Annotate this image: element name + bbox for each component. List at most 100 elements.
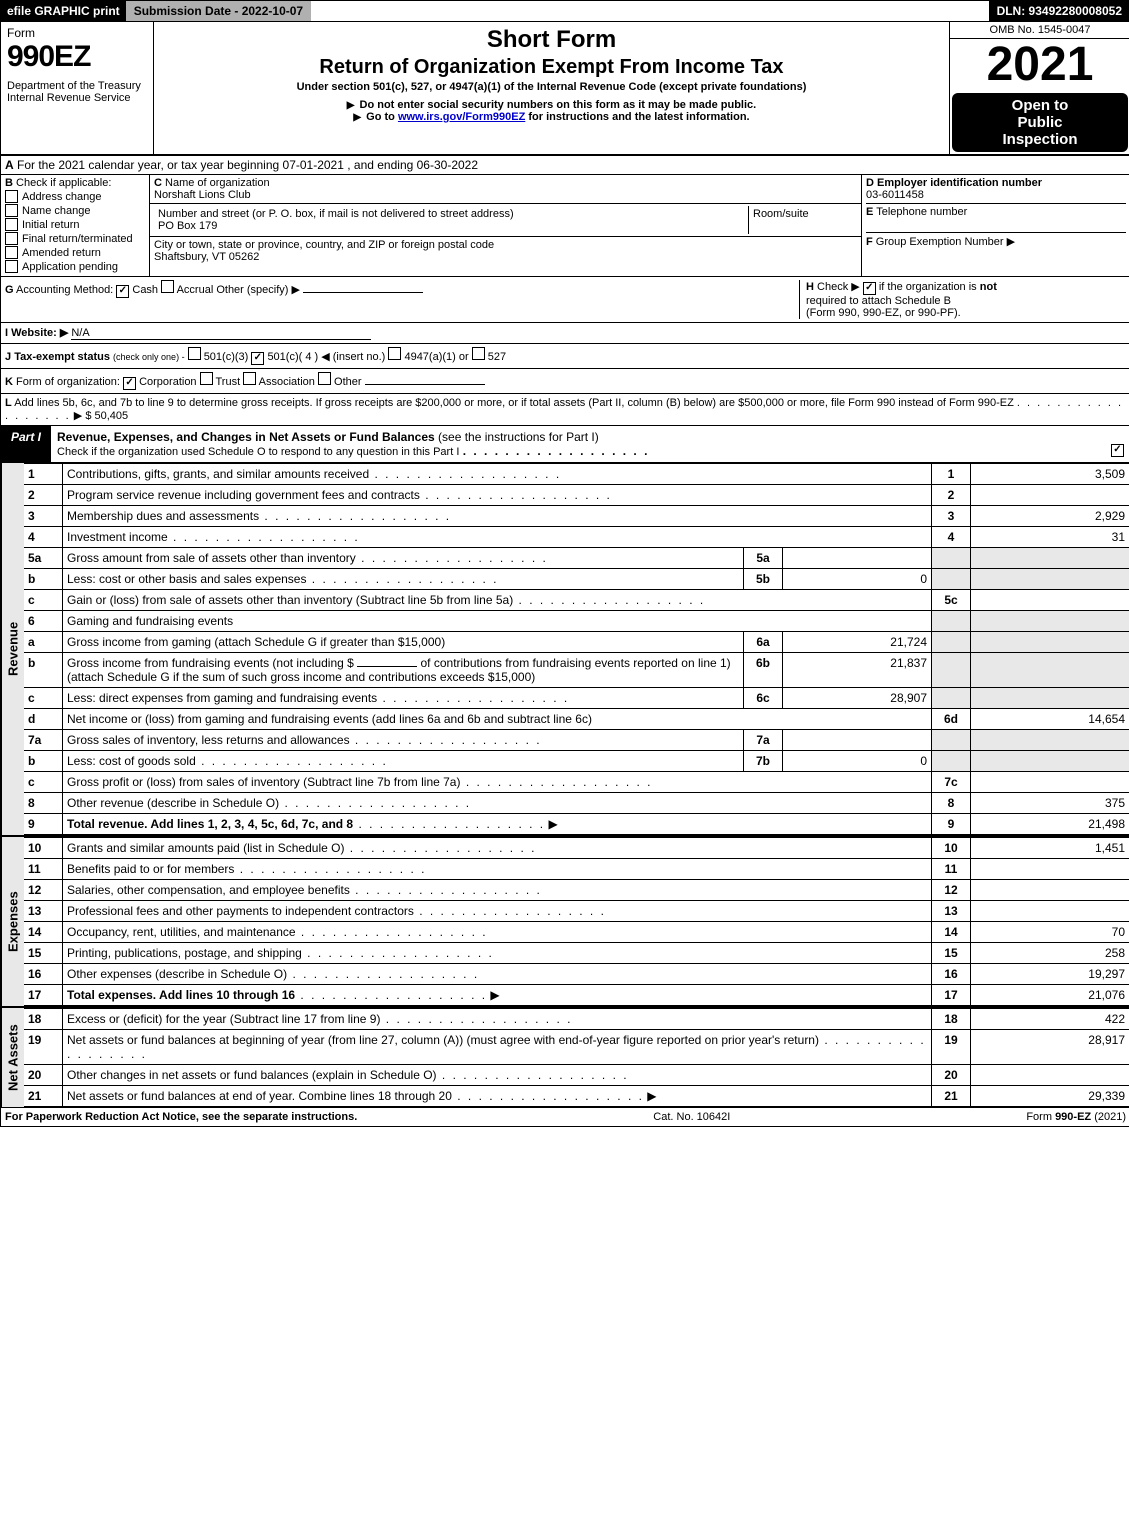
cb-trust[interactable] xyxy=(200,372,213,385)
line-rn: 3 xyxy=(932,506,971,527)
dept-treasury: Department of the Treasury xyxy=(7,80,147,92)
cb-application-pending[interactable] xyxy=(5,260,18,273)
section-a-tax-year: A For the 2021 calendar year, or tax yea… xyxy=(1,156,1129,175)
open-line1: Open to xyxy=(956,97,1124,114)
line-desc: Net income or (loss) from gaming and fun… xyxy=(67,712,592,726)
street-label: Number and street (or P. O. box, if mail… xyxy=(158,208,514,220)
line-11: 11Benefits paid to or for members11 xyxy=(24,859,1129,880)
letter-a: A xyxy=(5,158,14,172)
irs-label: Internal Revenue Service xyxy=(7,92,147,104)
line-21: 21Net assets or fund balances at end of … xyxy=(24,1086,1129,1107)
mid-val xyxy=(783,548,932,569)
dots xyxy=(350,733,542,747)
contrib-amount-input[interactable] xyxy=(357,666,417,667)
cb-schedule-o[interactable] xyxy=(1111,444,1124,457)
city-label: City or town, state or province, country… xyxy=(154,239,494,251)
h-not: not xyxy=(980,281,997,293)
title-short-form: Short Form xyxy=(160,26,943,54)
letter-d: D xyxy=(866,177,874,189)
dots xyxy=(437,1068,629,1082)
line-8: 8 Other revenue (describe in Schedule O)… xyxy=(24,793,1129,814)
cb-schedule-b[interactable] xyxy=(863,282,876,295)
line-desc: Occupancy, rent, utilities, and maintena… xyxy=(67,925,296,939)
cb-amended-return[interactable] xyxy=(5,246,18,259)
line-num: 2 xyxy=(24,485,63,506)
dots xyxy=(279,796,471,810)
cb-4947[interactable] xyxy=(388,347,401,360)
ein-value: 03-6011458 xyxy=(866,189,924,201)
line-num: b xyxy=(24,569,63,590)
gray-cell xyxy=(971,688,1129,709)
dots xyxy=(234,862,426,876)
cb-accrual[interactable] xyxy=(161,280,174,293)
line-6c: c Less: direct expenses from gaming and … xyxy=(24,688,1129,709)
line-val: 3,509 xyxy=(971,464,1129,485)
dots xyxy=(295,988,487,1002)
check-only-one: (check only one) - xyxy=(113,352,185,362)
website-label: Website: ▶ xyxy=(11,327,68,339)
dots xyxy=(296,925,488,939)
other-specify-input[interactable] xyxy=(303,292,423,293)
cb-501c[interactable] xyxy=(251,352,264,365)
form-header: Form 990EZ Department of the Treasury In… xyxy=(1,22,1129,156)
line-rn: 18 xyxy=(932,1009,971,1030)
footer-form-num: 990-EZ xyxy=(1055,1111,1091,1123)
cb-501c3[interactable] xyxy=(188,347,201,360)
cb-other-org[interactable] xyxy=(318,372,331,385)
dots xyxy=(380,1012,572,1026)
net-assets-section: Net Assets 18Excess or (deficit) for the… xyxy=(1,1006,1129,1107)
accounting-method-label: Accounting Method: xyxy=(16,284,113,296)
section-c-org: C Name of organization Norshaft Lions Cl… xyxy=(150,175,861,276)
line-num: 3 xyxy=(24,506,63,527)
gray-cell xyxy=(971,548,1129,569)
org-info-grid: B Check if applicable: Address change Na… xyxy=(1,175,1129,277)
letter-h: H xyxy=(806,281,814,293)
line-desc: Net assets or fund balances at end of ye… xyxy=(67,1089,452,1103)
cb-final-return[interactable] xyxy=(5,232,18,245)
open-line2: Public xyxy=(956,114,1124,131)
under-section-text: Under section 501(c), 527, or 4947(a)(1)… xyxy=(160,81,943,93)
irs-link[interactable]: www.irs.gov/Form990EZ xyxy=(398,111,525,123)
gross-receipts-amount: $ 50,405 xyxy=(85,410,128,422)
line-num: 7a xyxy=(24,730,63,751)
lbl-other-org: Other xyxy=(334,376,362,388)
line-num: c xyxy=(24,590,63,611)
cb-527[interactable] xyxy=(472,347,485,360)
page-footer: For Paperwork Reduction Act Notice, see … xyxy=(1,1107,1129,1126)
cb-corporation[interactable] xyxy=(123,377,136,390)
line-rn: 15 xyxy=(932,943,971,964)
mid-num: 7b xyxy=(744,751,783,772)
arrow-icon: ▶ xyxy=(1007,236,1015,248)
letter-l: L xyxy=(5,397,12,409)
cb-name-change[interactable] xyxy=(5,204,18,217)
part-i-title-block: Revenue, Expenses, and Changes in Net As… xyxy=(51,426,1129,462)
arrow-icon xyxy=(353,111,363,123)
check-if-applicable: Check if applicable: xyxy=(16,177,111,189)
dots xyxy=(196,754,388,768)
line-6: 6 Gaming and fundraising events xyxy=(24,611,1129,632)
line-7c: c Gross profit or (loss) from sales of i… xyxy=(24,772,1129,793)
line-val: 70 xyxy=(971,922,1129,943)
cb-association[interactable] xyxy=(243,372,256,385)
line-rn: 20 xyxy=(932,1065,971,1086)
line-5c: c Gain or (loss) from sale of assets oth… xyxy=(24,590,1129,611)
cb-address-change[interactable] xyxy=(5,190,18,203)
line-6a: a Gross income from gaming (attach Sched… xyxy=(24,632,1129,653)
cb-initial-return[interactable] xyxy=(5,218,18,231)
arrow-icon: ▶ xyxy=(74,410,82,422)
line-desc-1: Gross income from fundraising events (no… xyxy=(67,656,354,670)
header-right: OMB No. 1545-0047 2021 Open to Public In… xyxy=(949,22,1129,154)
line-15: 15Printing, publications, postage, and s… xyxy=(24,943,1129,964)
arrow-icon xyxy=(347,99,357,111)
gray-cell xyxy=(932,569,971,590)
dots xyxy=(287,967,479,981)
header-left: Form 990EZ Department of the Treasury In… xyxy=(1,22,154,154)
org-name: Norshaft Lions Club xyxy=(154,189,251,201)
line-rn: 7c xyxy=(932,772,971,793)
cb-cash[interactable] xyxy=(116,285,129,298)
net-assets-side-label: Net Assets xyxy=(1,1008,24,1107)
line-desc: Salaries, other compensation, and employ… xyxy=(67,883,350,897)
line-desc: Contributions, gifts, grants, and simila… xyxy=(67,467,369,481)
other-org-input[interactable] xyxy=(365,384,485,385)
line-19: 19Net assets or fund balances at beginni… xyxy=(24,1030,1129,1065)
